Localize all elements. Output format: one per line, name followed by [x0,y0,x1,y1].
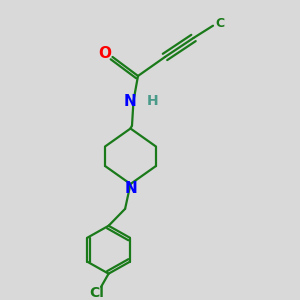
Text: C: C [215,17,224,30]
Text: O: O [98,46,111,61]
Text: N: N [124,94,136,109]
Text: H: H [146,94,158,108]
Text: Cl: Cl [89,286,104,300]
Text: N: N [124,181,137,196]
